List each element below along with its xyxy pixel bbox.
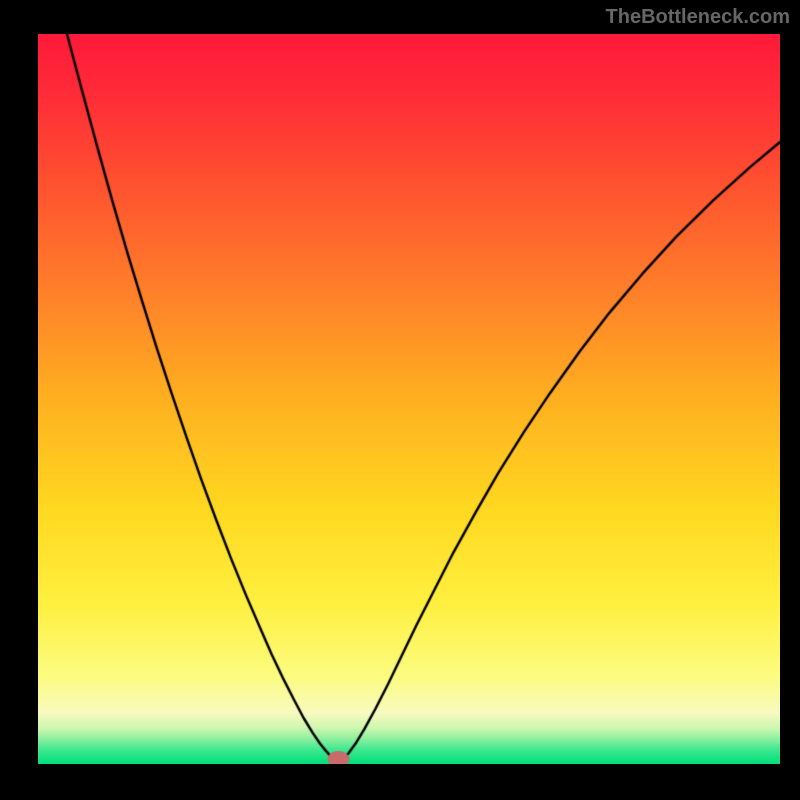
attribution-label: TheBottleneck.com	[606, 6, 790, 29]
bottleneck-curve	[38, 34, 780, 764]
chart-frame: TheBottleneck.com	[0, 0, 800, 800]
plot-area	[38, 34, 780, 764]
